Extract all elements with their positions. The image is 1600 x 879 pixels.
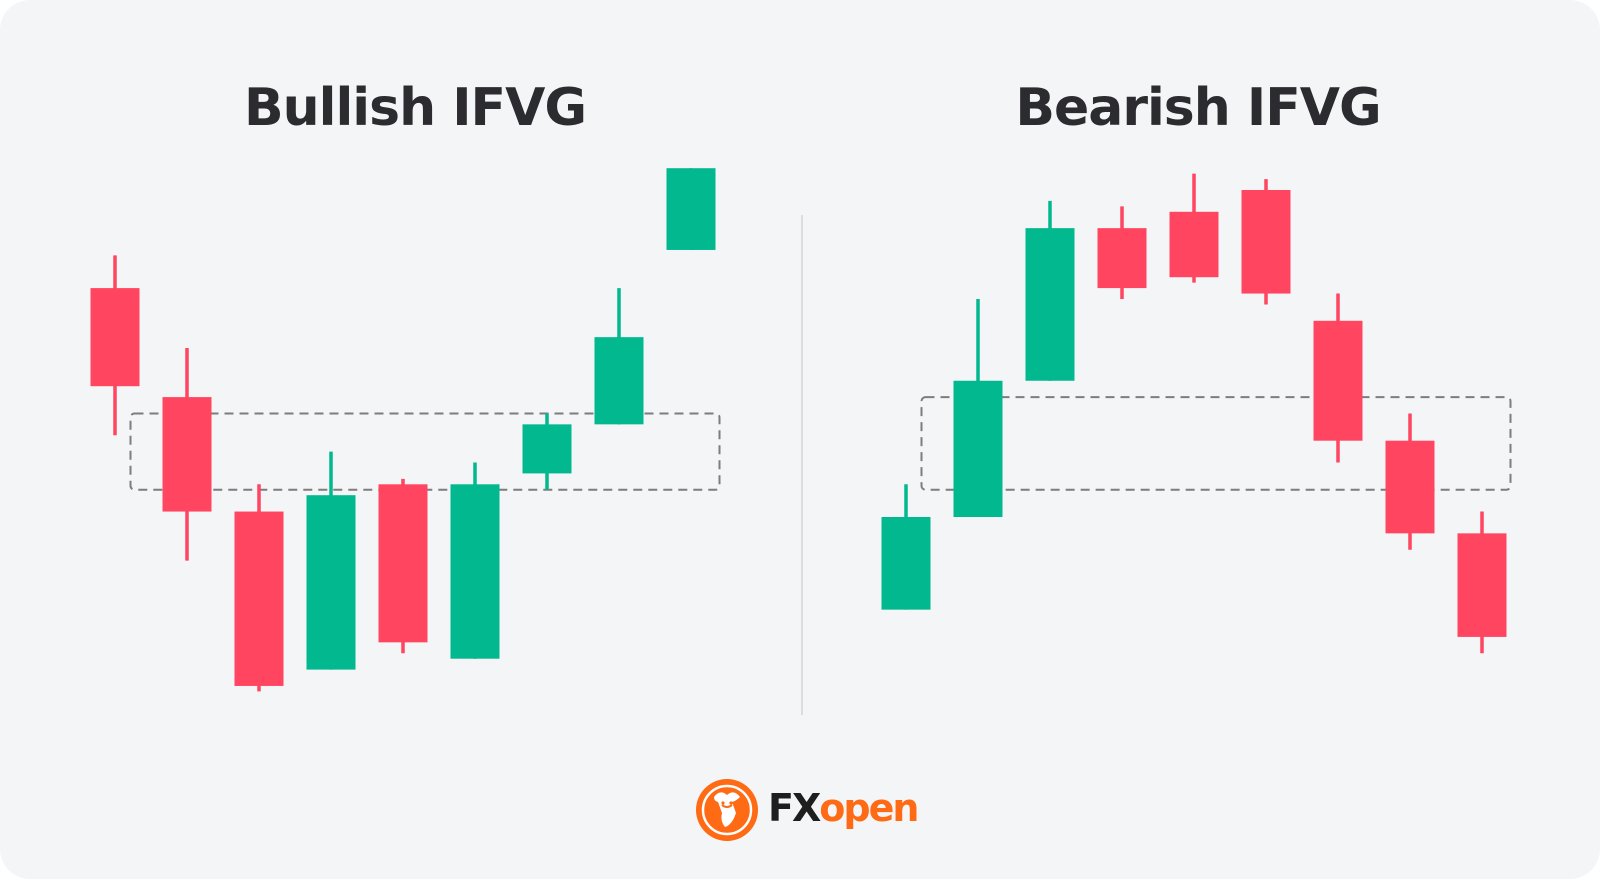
candle-body	[1457, 533, 1507, 637]
bearish-candle	[1313, 293, 1363, 463]
bullish-candle	[450, 462, 500, 659]
logo-text-open: open	[819, 786, 919, 830]
gap-zone-box	[920, 396, 1512, 491]
candle-body	[1169, 211, 1219, 278]
bearish-candle	[1385, 413, 1435, 550]
fxopen-bull-emblem-icon	[696, 779, 758, 841]
candle-body	[234, 511, 284, 686]
bearish-candle	[1169, 173, 1219, 283]
bearish-candle	[90, 255, 140, 436]
candle-body	[306, 495, 356, 670]
candle-body	[1097, 228, 1147, 289]
bullish-ifvg-title: Bullish IFVG	[244, 78, 587, 138]
bullish-candle	[1025, 200, 1075, 381]
bullish-candle	[306, 451, 356, 670]
gap-zone-box	[129, 412, 721, 491]
candle-body	[881, 517, 931, 610]
bearish-candle	[1457, 511, 1507, 654]
candle-body	[522, 424, 572, 474]
candle-body	[1241, 190, 1291, 294]
candle-body	[450, 484, 500, 659]
candle-body	[90, 288, 140, 387]
bullish-candle	[953, 299, 1003, 517]
candle-body	[1313, 320, 1363, 441]
bearish-ifvg-title: Bearish IFVG	[1015, 78, 1381, 138]
bullish-candle	[522, 413, 572, 490]
bearish-candle	[234, 484, 284, 692]
candle-body	[1025, 228, 1075, 381]
bullish-ifvg-chart	[90, 168, 721, 692]
candle-body	[378, 484, 428, 643]
bearish-candle	[1241, 179, 1291, 305]
fxopen-logo: FXopen	[692, 775, 922, 845]
logo-text-fx: FX	[768, 786, 821, 830]
bullish-candle	[881, 484, 931, 610]
bullish-candle	[666, 168, 716, 250]
candle-body	[666, 168, 716, 250]
fxopen-wordmark: FXopen	[768, 786, 919, 830]
bearish-candle	[378, 478, 428, 654]
bearish-candle	[162, 348, 212, 561]
candle-body	[953, 380, 1003, 517]
candle-body	[162, 397, 212, 512]
bearish-ifvg-chart	[881, 173, 1512, 654]
candle-body	[1385, 440, 1435, 534]
bearish-candle	[1097, 206, 1147, 299]
bullish-candle	[594, 288, 644, 425]
candle-body	[594, 337, 644, 425]
